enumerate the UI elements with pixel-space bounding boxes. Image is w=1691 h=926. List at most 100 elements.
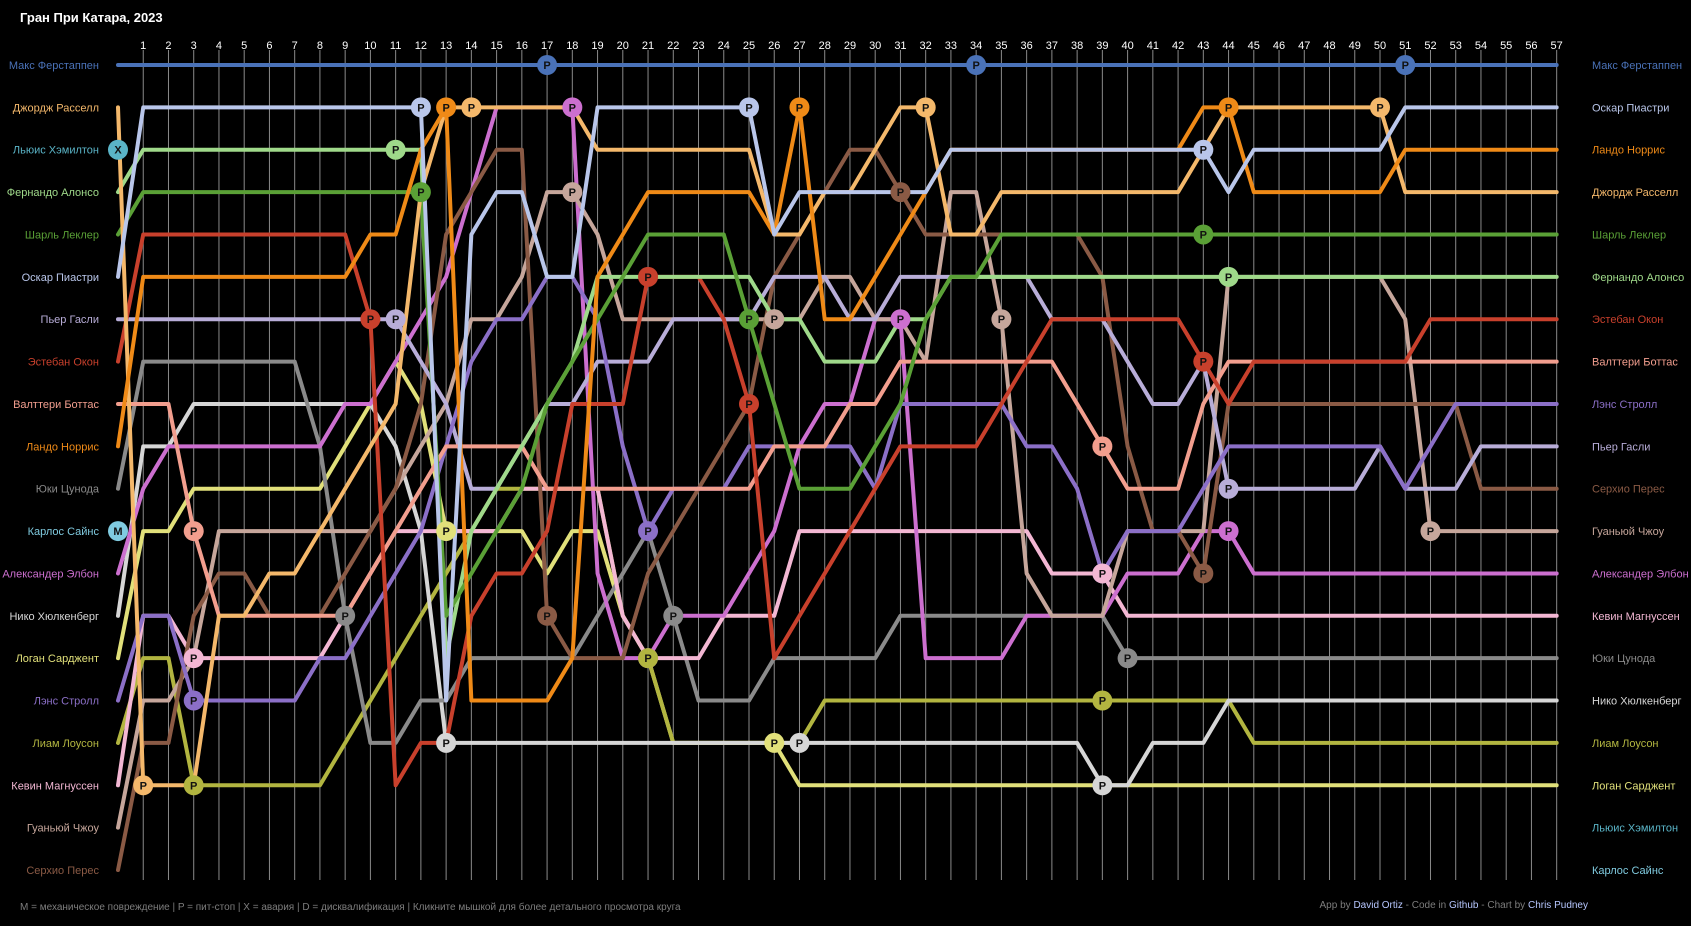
marker-p-пьер-гасли-lap-44[interactable]: P — [1218, 478, 1239, 499]
marker-p-ландо-норрис-lap-44[interactable]: P — [1218, 97, 1239, 118]
marker-p-оскар-пиастри-lap-43[interactable]: P — [1193, 139, 1214, 160]
marker-p-эстебан-окон-lap-43[interactable]: P — [1193, 351, 1214, 372]
marker-p-пьер-гасли-lap-11[interactable]: P — [385, 309, 406, 330]
marker-p-логан-сарджент-lap-26[interactable]: P — [764, 732, 785, 753]
finish-label-макс-ферстаппен[interactable]: Макс Ферстаппен — [1592, 60, 1682, 72]
finish-label-фернандо-алонсо[interactable]: Фернандо Алонсо — [1592, 272, 1684, 284]
finish-label-шарль-леклер[interactable]: Шарль Леклер — [1592, 229, 1666, 241]
finish-label-льюис-хэмилтон[interactable]: Льюис Хэмилтон — [1592, 823, 1678, 835]
marker-p-джордж-расселл-lap-50[interactable]: P — [1370, 97, 1390, 118]
start-label-валттери-боттас[interactable]: Валттери Боттас — [13, 399, 99, 411]
start-label-макс-ферстаппен[interactable]: Макс Ферстаппен — [9, 60, 99, 72]
marker-p-кевин-магнуссен-lap-39[interactable]: P — [1092, 563, 1113, 584]
finishing-order-labels[interactable]: Макс Ферстаппен Оскар Пиастри Ландо Норрис… — [1592, 60, 1689, 877]
starting-order-labels[interactable]: Макс Ферстаппен Джордж Расселл Льюис Хэмил… — [2, 60, 100, 877]
marker-p-шарль-леклер-lap-12[interactable]: P — [410, 182, 431, 203]
finish-label-лиам-лоусон[interactable]: Лиам Лоусон — [1592, 738, 1659, 750]
marker-p-лиам-лоусон-lap-3[interactable]: P — [183, 775, 204, 796]
pit-stop-markers[interactable]: P P P P P P P P P P P P X P P P P P P P P P P P P P P P P P P P P P P P P P P P… — [108, 55, 1441, 796]
marker-p-джордж-расселл-lap-32[interactable]: P — [915, 97, 936, 118]
marker-p-джордж-расселл-lap-14[interactable]: P — [461, 97, 482, 118]
finish-label-кевин-магнуссен[interactable]: Кевин Магнуссен — [1592, 611, 1680, 623]
marker-p-лиам-лоусон-lap-39[interactable]: P — [1092, 690, 1113, 711]
marker-p-юки-цунода-lap-22[interactable]: P — [663, 605, 684, 626]
marker-p-валттери-боттас-lap-3[interactable]: P — [183, 521, 204, 542]
marker-p-джордж-расселл-lap-1[interactable]: P — [133, 775, 154, 796]
marker-p-эстебан-окон-lap-25[interactable]: P — [739, 393, 759, 414]
marker-p-макс-ферстаппен-lap-51[interactable]: P — [1395, 55, 1416, 75]
start-label-шарль-леклер[interactable]: Шарль Леклер — [25, 229, 99, 241]
marker-p-макс-ферстаппен-lap-17[interactable]: P — [537, 55, 558, 75]
line-логан-сарджент[interactable] — [116, 359, 1559, 788]
start-label-эстебан-окон[interactable]: Эстебан Окон — [28, 357, 99, 369]
marker-p-лэнс-стролл-lap-21[interactable]: P — [638, 521, 659, 542]
credits-chart-author-link[interactable]: Chris Pudney — [1528, 900, 1588, 911]
marker-p-нико-хюлкенберг-lap-39[interactable]: P — [1092, 775, 1113, 796]
finish-label-гуаньюй-чжоу[interactable]: Гуаньюй Чжоу — [1592, 526, 1665, 538]
marker-p-фернандо-алонсо-lap-11[interactable]: P — [385, 139, 406, 160]
finish-label-лэнс-стролл[interactable]: Лэнс Стролл — [1592, 399, 1657, 411]
start-label-ландо-норрис[interactable]: Ландо Норрис — [26, 441, 99, 453]
line-александер-элбон[interactable] — [116, 105, 1559, 661]
marker-p-логан-сарджент-lap-13[interactable]: P — [436, 521, 457, 542]
start-label-джордж-расселл[interactable]: Джордж Расселл — [13, 102, 99, 114]
start-label-лэнс-стролл[interactable]: Лэнс Стролл — [34, 696, 99, 708]
line-пьер-гасли[interactable] — [116, 274, 1559, 491]
marker-m-карлос-сайнс-lap-0[interactable]: M — [108, 521, 128, 542]
start-label-александер-элбон[interactable]: Александер Элбон — [2, 568, 99, 580]
marker-p-юки-цунода-lap-40[interactable]: P — [1117, 648, 1138, 669]
start-label-нико-хюлкенберг[interactable]: Нико Хюлкенберг — [9, 611, 99, 623]
line-юки-цунода[interactable] — [116, 359, 1559, 745]
start-label-льюис-хэмилтон[interactable]: Льюис Хэмилтон — [13, 145, 99, 157]
start-label-логан-сарджент[interactable]: Логан Сарджент — [16, 653, 99, 665]
marker-p-оскар-пиастри-lap-25[interactable]: P — [739, 97, 759, 118]
line-лэнс-стролл[interactable] — [116, 274, 1559, 703]
credits-github-link[interactable]: Github — [1449, 900, 1479, 911]
marker-p-александер-элбон-lap-44[interactable]: P — [1218, 521, 1239, 542]
line-шарль-леклер[interactable] — [116, 190, 1559, 618]
marker-p-шарль-леклер-lap-43[interactable]: P — [1193, 224, 1214, 245]
start-label-юки-цунода[interactable]: Юки Цунода — [36, 484, 100, 496]
marker-p-нико-хюлкенберг-lap-13[interactable]: P — [436, 732, 457, 753]
finish-label-серхио-перес[interactable]: Серхио Перес — [1592, 484, 1665, 496]
marker-p-макс-ферстаппен-lap-34[interactable]: P — [966, 55, 987, 75]
line-лиам-лоусон[interactable] — [116, 486, 1559, 788]
marker-p-лэнс-стролл-lap-3[interactable]: P — [183, 690, 204, 711]
line-ландо-норрис[interactable] — [116, 105, 1559, 703]
finish-label-карлос-сайнс[interactable]: Карлос Сайнс — [1592, 865, 1664, 877]
start-label-лиам-лоусон[interactable]: Лиам Лоусон — [32, 738, 99, 750]
marker-p-кевин-магнуссен-lap-3[interactable]: P — [183, 648, 204, 669]
finish-label-нико-хюлкенберг[interactable]: Нико Хюлкенберг — [1592, 696, 1682, 708]
finish-label-логан-сарджент[interactable]: Логан Сарджент — [1592, 780, 1675, 792]
marker-p-гуаньюй-чжоу-lap-26[interactable]: P — [764, 309, 785, 330]
line-фернандо-алонсо[interactable] — [116, 147, 1559, 661]
line-эстебан-окон[interactable] — [116, 232, 1559, 788]
marker-p-серхио-перес-lap-17[interactable]: P — [537, 605, 558, 626]
marker-p-оскар-пиастри-lap-12[interactable]: P — [410, 97, 431, 118]
finish-label-эстебан-окон[interactable]: Эстебан Окон — [1592, 314, 1663, 326]
marker-p-ландо-норрис-lap-13[interactable]: P — [436, 97, 457, 118]
line-оскар-пиастри[interactable] — [116, 105, 1559, 703]
marker-p-серхио-перес-lap-43[interactable]: P — [1193, 563, 1214, 584]
start-label-оскар-пиастри[interactable]: Оскар Пиастри — [22, 272, 99, 284]
marker-p-гуаньюй-чжоу-lap-18[interactable]: P — [562, 182, 583, 203]
finish-label-валттери-боттас[interactable]: Валттери Боттас — [1592, 357, 1678, 369]
finish-label-юки-цунода[interactable]: Юки Цунода — [1592, 653, 1656, 665]
start-label-кевин-магнуссен[interactable]: Кевин Магнуссен — [11, 780, 99, 792]
driver-position-lines[interactable] — [116, 63, 1559, 873]
marker-p-гуаньюй-чжоу-lap-35[interactable]: P — [991, 309, 1012, 330]
marker-p-александер-элбон-lap-18[interactable]: P — [562, 97, 583, 118]
marker-p-шарль-леклер-lap-25[interactable]: P — [739, 309, 759, 330]
marker-p-гуаньюй-чжоу-lap-52[interactable]: P — [1420, 521, 1441, 542]
credits-app-author-link[interactable]: David Ortiz — [1353, 900, 1402, 911]
start-label-фернандо-алонсо[interactable]: Фернандо Алонсо — [7, 187, 99, 199]
finish-label-александер-элбон[interactable]: Александер Элбон — [1592, 568, 1689, 580]
marker-x-льюис-хэмилтон-lap-0[interactable]: X — [108, 139, 128, 160]
finish-label-ландо-норрис[interactable]: Ландо Норрис — [1592, 145, 1665, 157]
marker-p-серхио-перес-lap-31[interactable]: P — [890, 182, 911, 203]
marker-p-фернандо-алонсо-lap-44[interactable]: P — [1218, 266, 1239, 287]
finish-label-пьер-гасли[interactable]: Пьер Гасли — [1592, 441, 1650, 453]
marker-p-валттери-боттас-lap-39[interactable]: P — [1092, 436, 1113, 457]
finish-label-оскар-пиастри[interactable]: Оскар Пиастри — [1592, 102, 1669, 114]
finish-label-джордж-расселл[interactable]: Джордж Расселл — [1592, 187, 1678, 199]
